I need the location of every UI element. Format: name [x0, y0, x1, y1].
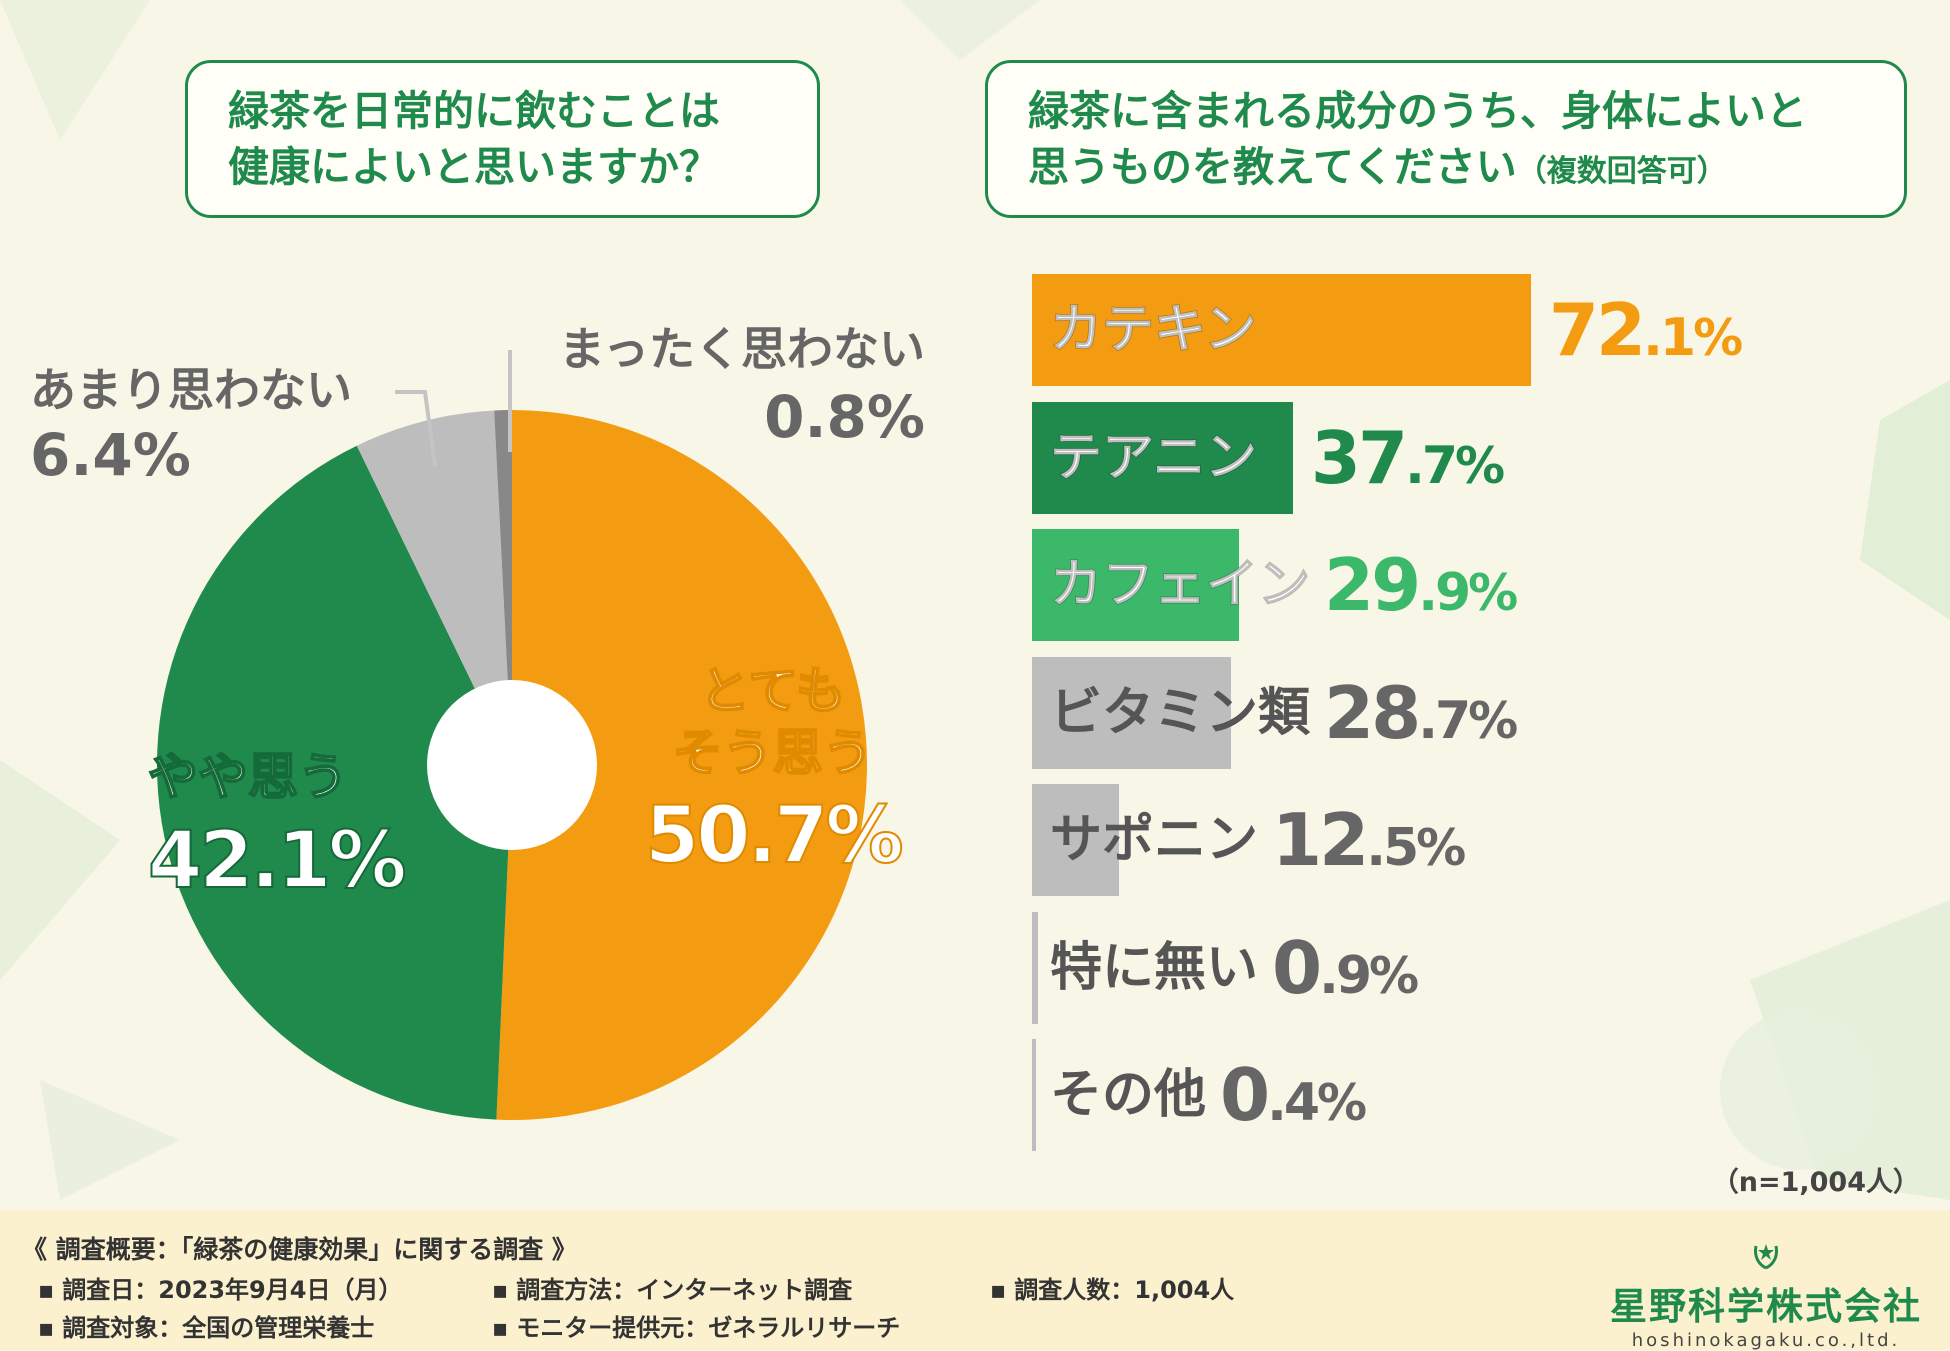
bar-row: 特に無い 0.9%	[1032, 911, 1932, 1024]
donut-hole	[427, 680, 597, 850]
bar-row: カテキン 72.1%	[1032, 274, 1932, 386]
sample-size-note: （n=1,004人）	[1711, 1167, 1920, 1198]
survey-method: 調査方法：インターネット調査	[492, 1270, 852, 1305]
company-name: 星野科学株式会社	[1610, 1285, 1922, 1328]
survey-date: 調査日：2023年9月4日（月）	[38, 1270, 402, 1305]
bar-category-label: その他	[1050, 1065, 1207, 1125]
bar-row: ビタミン類 28.7%	[1032, 656, 1932, 769]
question-1-line1: 緑茶を日常的に飲むことは	[228, 87, 720, 135]
slice-name-totemo-1: とても	[699, 661, 847, 721]
bar-value-label: 29.9%	[1324, 543, 1518, 627]
bar-row: サポニン 12.5%	[1032, 784, 1932, 896]
slice-name-totemo-2: そう思う	[672, 723, 874, 783]
bar-category-label: テアニン	[1049, 427, 1257, 489]
slice-name-yaya: やや思う	[147, 747, 349, 807]
bar-row: カフェイン 29.9%	[1032, 529, 1932, 641]
question-1-line2: 健康によいと思いますか？	[228, 143, 720, 191]
slice-mattaku	[494, 410, 512, 765]
slice-value-amari: 6.4%	[30, 421, 191, 489]
bar-category-label: カテキン	[1049, 299, 1257, 361]
bar-value-label: 12.5%	[1272, 798, 1466, 882]
question-2-line1: 緑茶に含まれる成分のうち、身体によいと	[1028, 87, 1807, 135]
bar	[1032, 274, 1531, 386]
bar-value-label: 37.7%	[1310, 415, 1505, 500]
bar-value-label: 0.4%	[1220, 1053, 1367, 1137]
bar	[1032, 656, 1231, 769]
bar	[1032, 1039, 1036, 1151]
slice-value-mattaku: 0.8%	[764, 383, 925, 451]
slice-yaya	[156, 445, 512, 1120]
slice-amari	[356, 410, 512, 765]
donut-chart	[156, 350, 867, 1120]
question-2-box: 緑茶に含まれる成分のうち、身体によいと 思うものを教えてください（複数回答可）	[985, 60, 1907, 218]
survey-provider: モニター提供元：ゼネラルリサーチ	[492, 1308, 900, 1343]
bar-category-label: カフェイン	[1049, 554, 1311, 616]
leader-line-amari	[395, 390, 437, 467]
slice-name-amari: あまり思わない	[30, 363, 352, 417]
bar	[1032, 784, 1119, 896]
bar-category-label: 特に無い	[1050, 937, 1259, 998]
bar-value-label: 0.9%	[1272, 925, 1419, 1010]
question-2-line2: 思うものを教えてください（複数回答可）	[1028, 139, 1864, 200]
slice-value-yaya: 42.1%	[147, 815, 408, 907]
slice-name-mattaku: まったく思わない	[558, 322, 925, 376]
slice-label-mattaku: まったく思わない 0.8%	[545, 318, 925, 454]
question-2-line2-text: 思うものを教えてください	[1028, 143, 1517, 191]
bar-chart: カテキン 72.1% テアニン 37.7% カフェイン 29.9% ビタミン類 28.7% サポ…	[1032, 274, 1932, 1154]
bar-category-label: ビタミン類	[1050, 682, 1311, 743]
bar-value-label: 72.1%	[1548, 288, 1743, 372]
survey-footer: 《 調査概要：「緑茶の健康効果」に関する調査 》 調査日：2023年9月4日（月…	[0, 1210, 1950, 1351]
question-1-box: 緑茶を日常的に飲むことは 健康によいと思いますか？	[185, 60, 820, 218]
survey-count: 調査人数：1,004人	[990, 1270, 1234, 1305]
slice-totemo	[496, 410, 867, 1120]
company-domain: hoshinokagaku.co.,ltd.	[1631, 1330, 1901, 1351]
question-2-note: （複数回答可）	[1516, 154, 1727, 189]
bar-row: その他 0.4%	[1032, 1039, 1932, 1151]
slice-label-amari: あまり思わない 6.4%	[30, 360, 352, 490]
slice-label-totemo: とても そう思う 50.7%	[644, 660, 905, 888]
survey-title: 《 調査概要：「緑茶の健康効果」に関する調査 》	[22, 1235, 577, 1264]
bar	[1032, 401, 1293, 514]
star-sprout-icon	[1754, 1244, 1778, 1270]
bar	[1032, 529, 1239, 641]
bar	[1032, 911, 1039, 1024]
company-logo: 星野科学株式会社 hoshinokagaku.co.,ltd.	[1610, 1234, 1922, 1351]
survey-target: 調査対象：全国の管理栄養士	[38, 1308, 374, 1343]
bar-value-label: 28.7%	[1324, 670, 1518, 755]
slice-value-totemo: 50.7%	[644, 790, 905, 882]
bar-row: テアニン 37.7%	[1032, 401, 1932, 514]
bar-category-label: サポニン	[1050, 810, 1259, 870]
slice-label-yaya: やや思う 42.1%	[147, 745, 408, 913]
